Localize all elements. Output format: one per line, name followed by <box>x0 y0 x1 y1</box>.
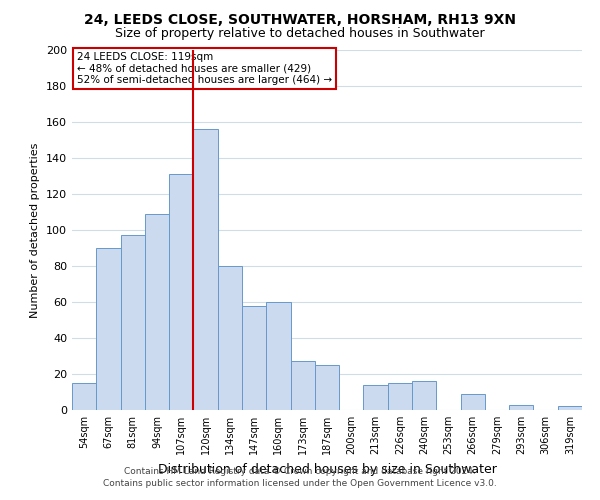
Bar <box>242 306 266 410</box>
Bar <box>388 383 412 410</box>
Bar <box>461 394 485 410</box>
Bar <box>193 129 218 410</box>
Bar <box>145 214 169 410</box>
Bar <box>72 383 96 410</box>
Bar <box>509 404 533 410</box>
Bar <box>558 406 582 410</box>
Text: 24 LEEDS CLOSE: 119sqm
← 48% of detached houses are smaller (429)
52% of semi-de: 24 LEEDS CLOSE: 119sqm ← 48% of detached… <box>77 52 332 85</box>
Bar <box>364 385 388 410</box>
Text: 24, LEEDS CLOSE, SOUTHWATER, HORSHAM, RH13 9XN: 24, LEEDS CLOSE, SOUTHWATER, HORSHAM, RH… <box>84 12 516 26</box>
Text: Size of property relative to detached houses in Southwater: Size of property relative to detached ho… <box>115 28 485 40</box>
Bar <box>290 362 315 410</box>
Bar <box>169 174 193 410</box>
Bar <box>315 365 339 410</box>
Bar <box>412 381 436 410</box>
X-axis label: Distribution of detached houses by size in Southwater: Distribution of detached houses by size … <box>158 462 496 475</box>
Bar <box>218 266 242 410</box>
Bar <box>121 236 145 410</box>
Text: Contains HM Land Registry data © Crown copyright and database right 2024.
Contai: Contains HM Land Registry data © Crown c… <box>103 466 497 487</box>
Y-axis label: Number of detached properties: Number of detached properties <box>31 142 40 318</box>
Bar <box>266 302 290 410</box>
Bar <box>96 248 121 410</box>
